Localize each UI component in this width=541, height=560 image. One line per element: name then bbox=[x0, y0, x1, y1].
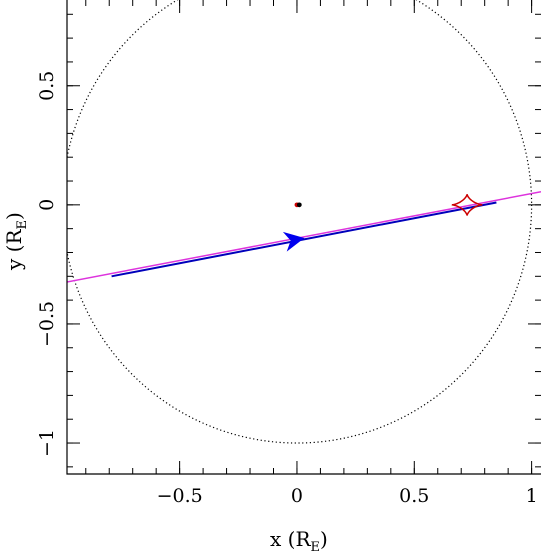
plot-area bbox=[67, 0, 541, 444]
axes bbox=[66, 0, 541, 475]
tick-labels: −0.5 0 0.5 1 −1 −0.5 0 0.5 bbox=[36, 71, 538, 507]
observed-trajectory-line bbox=[111, 201, 497, 278]
x-tick-label: −0.5 bbox=[157, 485, 203, 507]
lens-point-2 bbox=[296, 202, 302, 208]
x-axis-title: x (RE) bbox=[270, 527, 328, 555]
y-tick-label: 0.5 bbox=[36, 71, 58, 101]
einstein-ring bbox=[67, 0, 533, 444]
y-tick-label: −0.5 bbox=[36, 301, 58, 347]
x-tick-label: 0 bbox=[291, 485, 303, 507]
trajectory-arrow bbox=[282, 231, 305, 252]
y-axis-title: y (RE) bbox=[2, 212, 30, 271]
axes-frame bbox=[66, 0, 541, 475]
x-tick-label: 1 bbox=[526, 485, 538, 507]
caustic-curve bbox=[451, 193, 483, 216]
y-tick-label: 0 bbox=[36, 199, 58, 211]
x-tick-label: 0.5 bbox=[399, 485, 429, 507]
y-tick-label: −1 bbox=[36, 429, 58, 457]
